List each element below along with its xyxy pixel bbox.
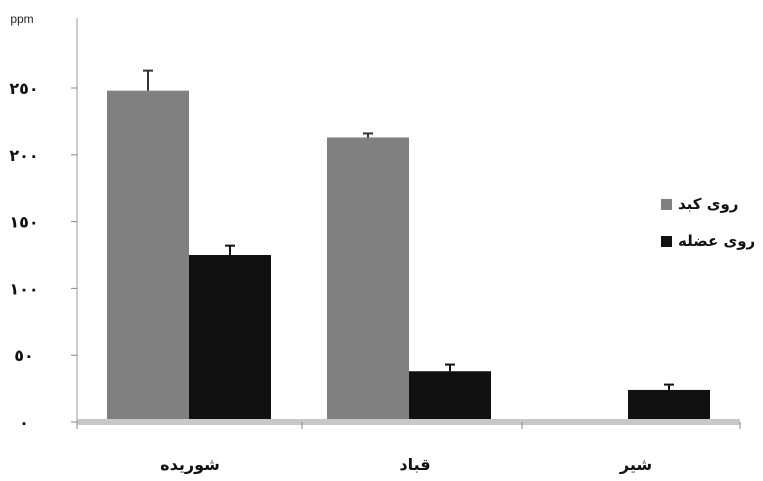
- bar: [327, 137, 409, 422]
- legend-swatch: [661, 199, 672, 210]
- legend-swatch: [661, 236, 672, 247]
- x-axis-band: [77, 419, 740, 425]
- bar: [409, 371, 491, 422]
- bar: [107, 90, 189, 422]
- labels: ٠ ٥٠ ١٠٠ ١٥٠ ٢٠٠ ٢٥٠ ppm شوریده قباد شیر: [9, 12, 652, 474]
- category-label: شیر: [619, 455, 652, 474]
- legend-label: روی کبد: [678, 195, 738, 213]
- y-tick-label: ١٠٠: [9, 279, 38, 298]
- axes: [71, 18, 741, 429]
- bar: [189, 255, 271, 422]
- plot-area: [107, 69, 710, 422]
- legend: روی کبد روی عضله: [661, 195, 755, 250]
- legend-label: روی عضله: [678, 232, 755, 250]
- bar: [628, 389, 710, 422]
- y-tick-label: ٥٠: [14, 346, 34, 365]
- y-tick-label: ٢٥٠: [9, 79, 38, 98]
- category-label: قباد: [399, 455, 430, 474]
- y-axis-unit: ppm: [10, 12, 33, 26]
- y-tick-label: ٢٠٠: [9, 146, 38, 165]
- y-tick-label: ١٥٠: [9, 213, 38, 232]
- category-label: شوریده: [160, 455, 220, 474]
- y-tick-label: ٠: [19, 413, 29, 432]
